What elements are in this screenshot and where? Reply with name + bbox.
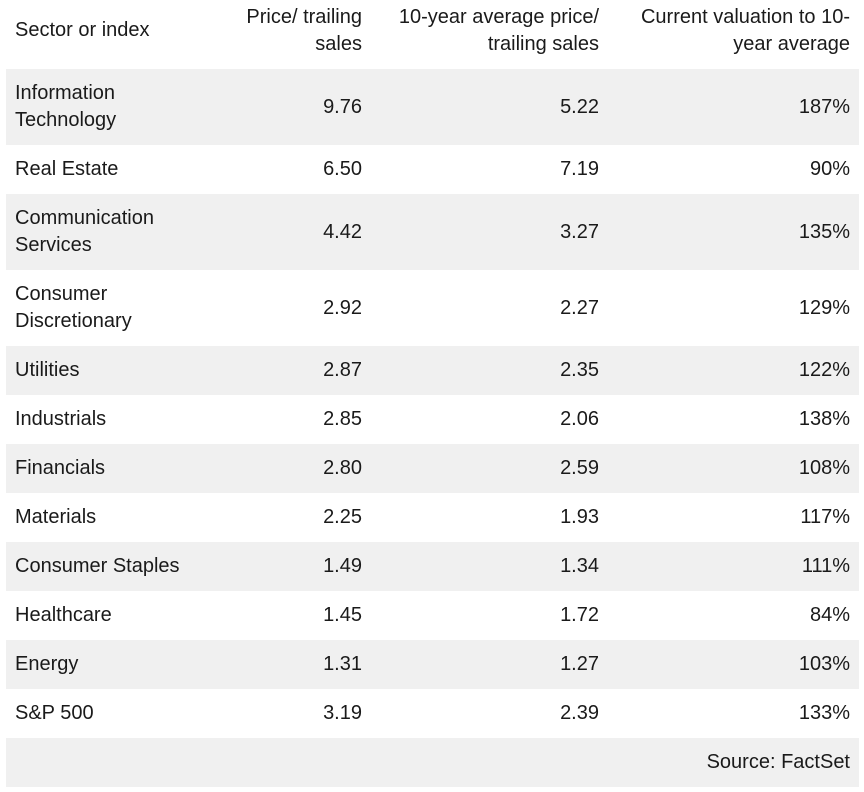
- cell-price-sales: 4.42: [214, 194, 371, 270]
- cell-ratio: 84%: [809, 604, 850, 626]
- cell-sector: Real Estate: [15, 158, 119, 180]
- table-row: S&P 500 3.19 2.39 133%: [6, 689, 859, 738]
- cell-sector: Communication Services: [6, 194, 214, 270]
- table-row: Consumer Staples 1.49 1.34 111%: [6, 542, 859, 591]
- cell-ratio: 187%: [608, 69, 859, 145]
- cell-sector: Consumer Staples: [6, 542, 214, 591]
- header-price-sales: Price/ trailing sales: [246, 6, 362, 55]
- source-row: Source: FactSet: [6, 738, 859, 787]
- cell-avg-price-sales: 2.06: [560, 408, 599, 430]
- cell-sector: Consumer Discretionary: [15, 283, 132, 332]
- valuation-table-container: Sector or index Price/ trailing sales 10…: [6, 0, 859, 787]
- table-header-row: Sector or index Price/ trailing sales 10…: [6, 0, 859, 65]
- header-sector: Sector or index: [15, 19, 150, 41]
- cell-sector: S&P 500: [15, 702, 94, 724]
- cell-sector: Materials: [15, 506, 97, 528]
- table-row: Real Estate 6.50 7.19 90%: [6, 145, 859, 194]
- cell-avg-price-sales: 2.39: [560, 702, 599, 724]
- cell-avg-price-sales: 7.19: [560, 158, 599, 180]
- table-row: Materials 2.25 1.93 117%: [6, 493, 859, 542]
- header-avg-price-sales: 10-year average price/ trailing sales: [398, 6, 599, 55]
- cell-sector: Industrials: [15, 408, 107, 430]
- sector-valuation-table: Sector or index Price/ trailing sales 10…: [6, 0, 859, 787]
- cell-sector: Energy: [6, 640, 214, 689]
- cell-price-sales: 1.45: [323, 604, 362, 626]
- cell-ratio: 117%: [800, 506, 850, 528]
- cell-price-sales: 2.25: [323, 506, 362, 528]
- cell-ratio: 108%: [608, 444, 859, 493]
- cell-avg-price-sales: 2.35: [371, 346, 608, 395]
- cell-sector: Utilities: [6, 346, 214, 395]
- cell-sector: Healthcare: [15, 604, 112, 626]
- cell-avg-price-sales: 2.27: [560, 296, 599, 319]
- cell-price-sales: 9.76: [214, 69, 371, 145]
- cell-avg-price-sales: 1.93: [560, 506, 599, 528]
- cell-avg-price-sales: 3.27: [371, 194, 608, 270]
- cell-avg-price-sales: 1.72: [560, 604, 599, 626]
- table-row: Information Technology 9.76 5.22 187%: [6, 69, 859, 145]
- table-row: Consumer Discretionary 2.92 2.27 129%: [6, 270, 859, 346]
- cell-price-sales: 6.50: [323, 158, 362, 180]
- cell-sector: Information Technology: [6, 69, 214, 145]
- cell-sector: Financials: [6, 444, 214, 493]
- cell-price-sales: 2.85: [323, 408, 362, 430]
- table-row: Financials 2.80 2.59 108%: [6, 444, 859, 493]
- cell-ratio: 103%: [608, 640, 859, 689]
- cell-avg-price-sales: 1.34: [371, 542, 608, 591]
- table-row: Communication Services 4.42 3.27 135%: [6, 194, 859, 270]
- cell-ratio: 90%: [809, 158, 850, 180]
- cell-avg-price-sales: 2.59: [371, 444, 608, 493]
- source-note: Source: FactSet: [6, 738, 859, 787]
- cell-ratio: 135%: [608, 194, 859, 270]
- cell-price-sales: 1.49: [214, 542, 371, 591]
- table-row: Healthcare 1.45 1.72 84%: [6, 591, 859, 640]
- table-row: Energy 1.31 1.27 103%: [6, 640, 859, 689]
- cell-ratio: 129%: [798, 296, 850, 319]
- cell-ratio: 122%: [608, 346, 859, 395]
- cell-price-sales: 2.87: [214, 346, 371, 395]
- cell-ratio: 138%: [798, 408, 850, 430]
- cell-price-sales: 2.92: [323, 296, 362, 319]
- cell-price-sales: 1.31: [214, 640, 371, 689]
- table-row: Industrials 2.85 2.06 138%: [6, 395, 859, 444]
- cell-price-sales: 3.19: [323, 702, 362, 724]
- cell-price-sales: 2.80: [214, 444, 371, 493]
- header-current-vs-avg: Current valuation to 10-year average: [640, 6, 850, 55]
- cell-avg-price-sales: 5.22: [371, 69, 608, 145]
- table-row: Utilities 2.87 2.35 122%: [6, 346, 859, 395]
- cell-ratio: 133%: [798, 702, 850, 724]
- cell-avg-price-sales: 1.27: [371, 640, 608, 689]
- cell-ratio: 111%: [608, 542, 859, 591]
